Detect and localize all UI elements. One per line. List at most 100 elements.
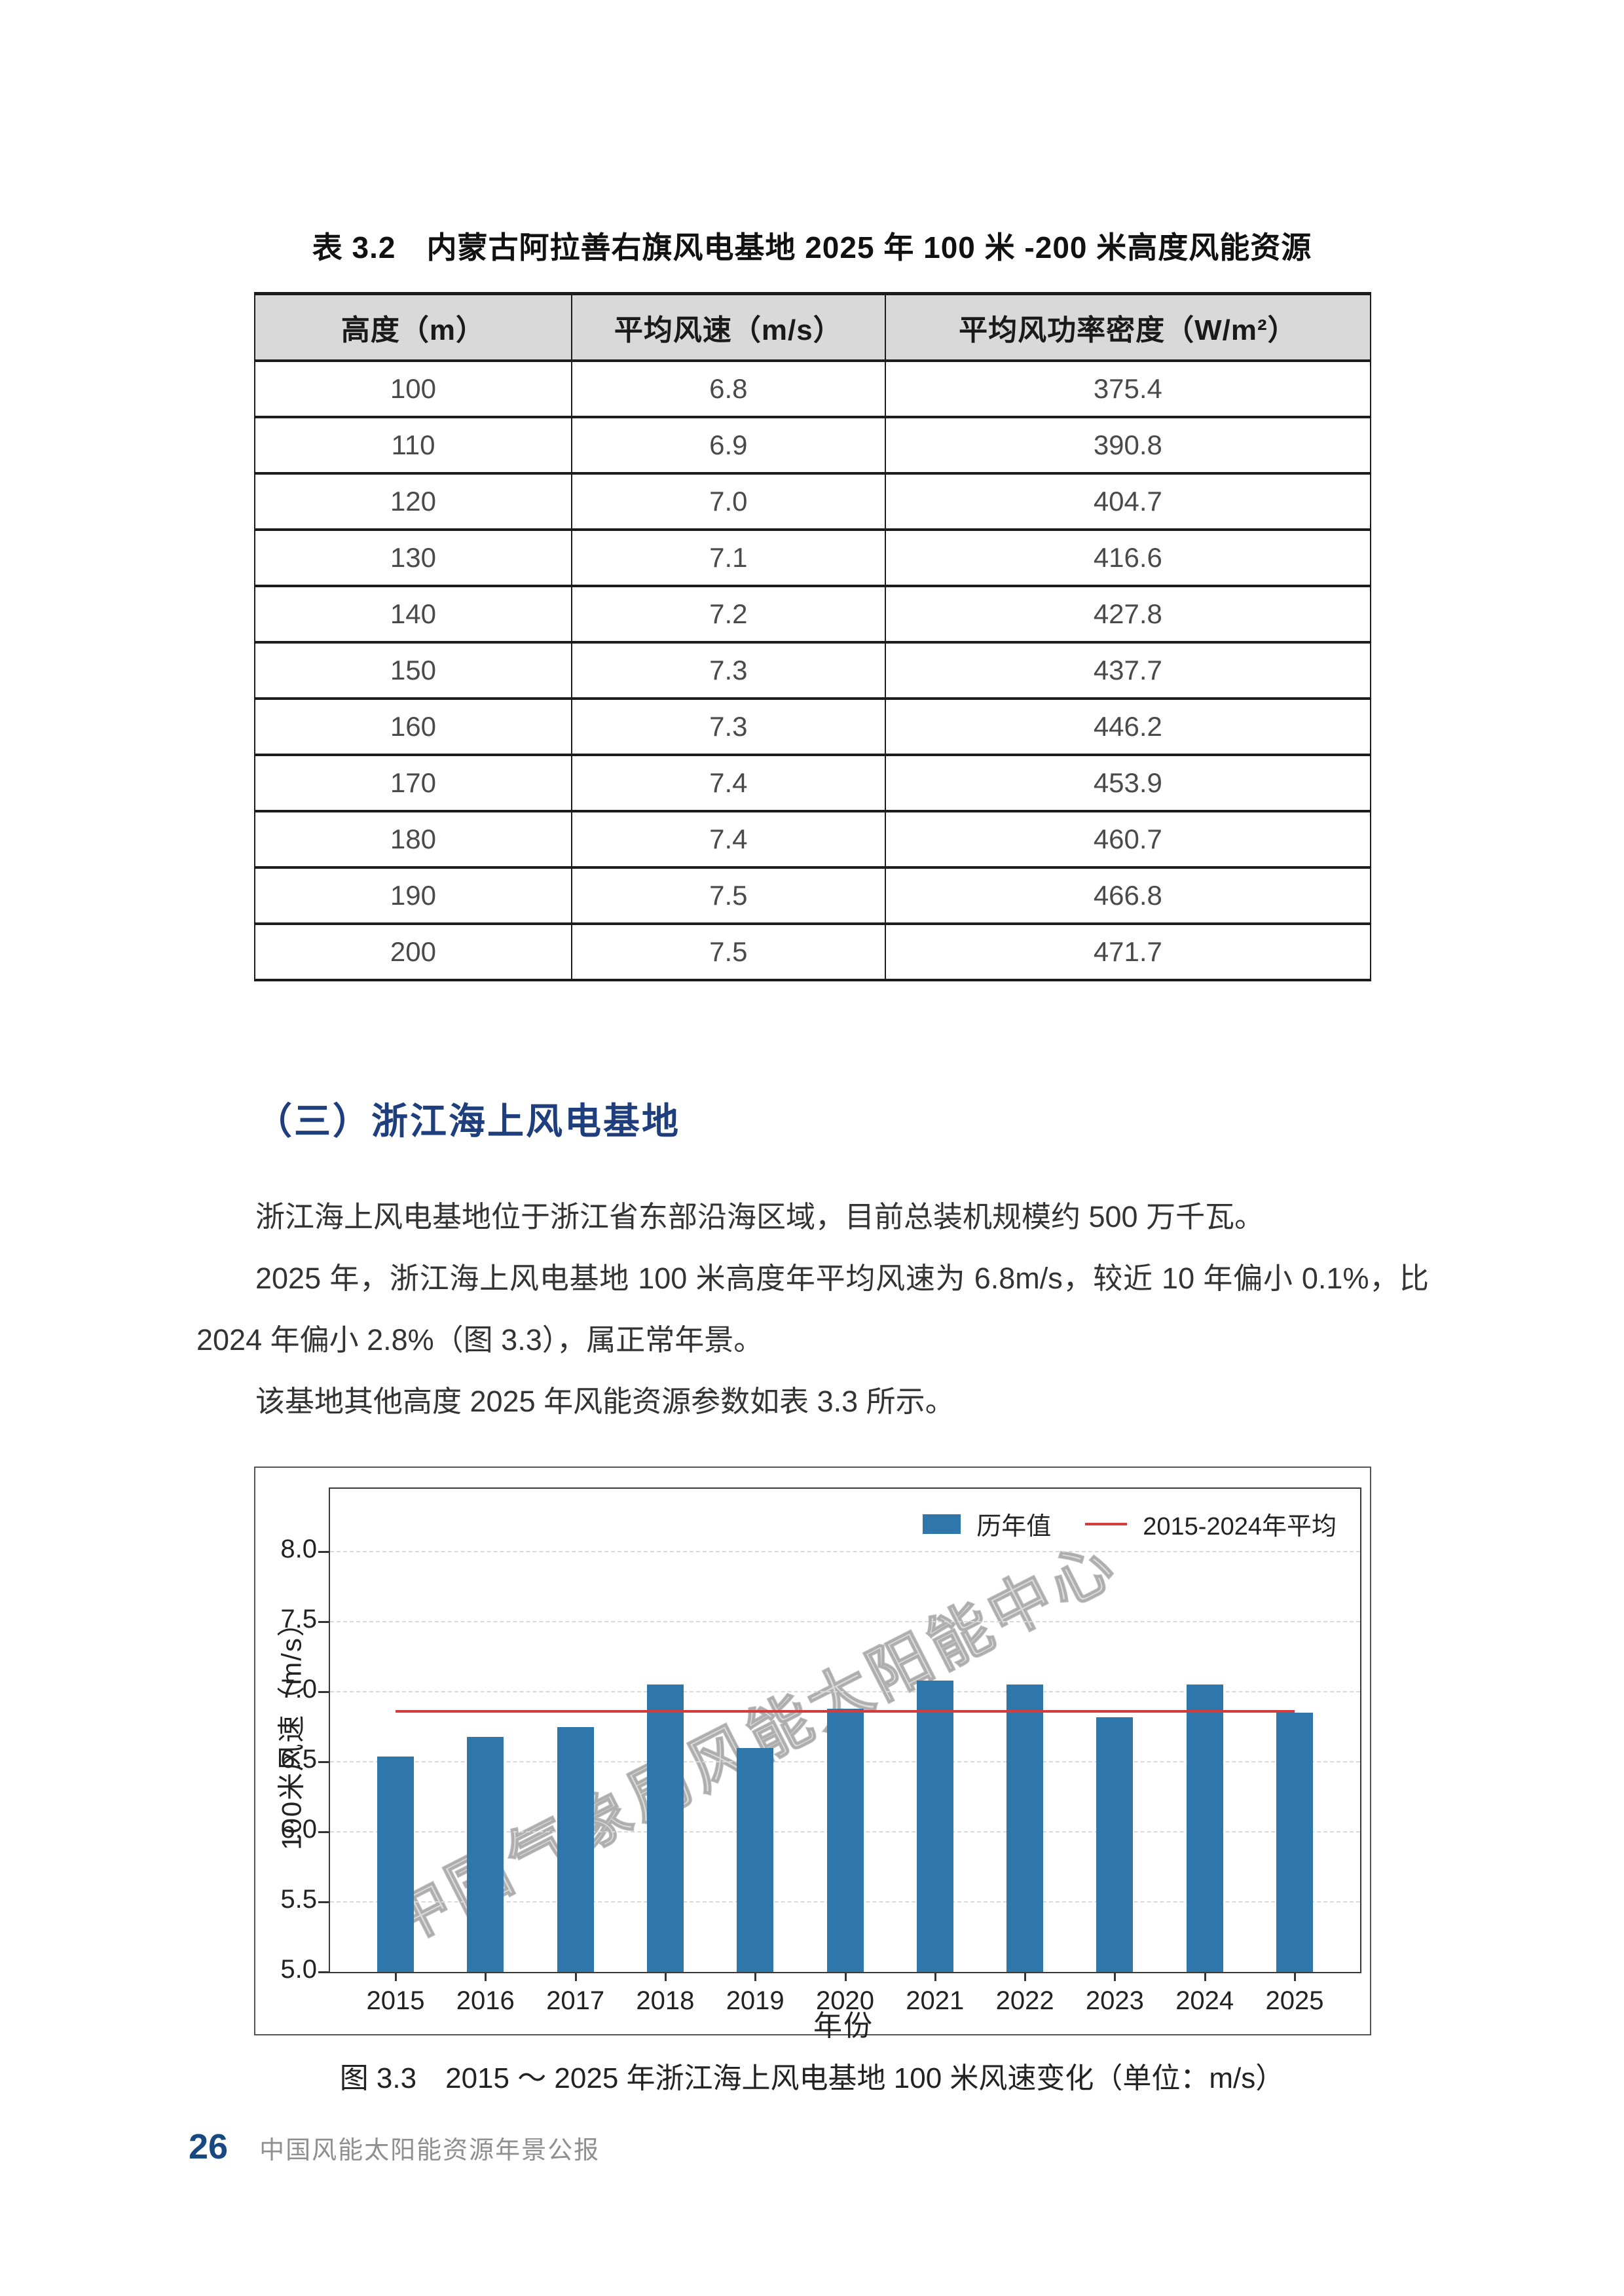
xtick-label-2024: 2024 bbox=[1175, 1986, 1234, 2015]
ytick-label-5.0: 5.0 bbox=[280, 1955, 317, 1984]
table-cell: 7.1 bbox=[570, 528, 886, 587]
wind-speed-chart: 100米风速（m/s） 年份 历年值 2015-2024年平均 中国气象局风能太… bbox=[254, 1467, 1371, 2042]
ytick-label-6.0: 6.0 bbox=[280, 1815, 317, 1844]
table-cell: 471.7 bbox=[884, 922, 1372, 981]
table-row: 160 7.3 446.2 bbox=[254, 697, 1372, 756]
legend-item-mean: 2015-2024年平均 bbox=[1085, 1506, 1337, 1542]
table-cell: 7.2 bbox=[570, 585, 886, 644]
table-row: 100 6.8 375.4 bbox=[254, 359, 1372, 418]
legend-item-bars: 历年值 bbox=[923, 1506, 1051, 1542]
xtick-label-2018: 2018 bbox=[636, 1986, 695, 2015]
table-cell: 200 bbox=[254, 922, 572, 981]
table-row: 170 7.4 453.9 bbox=[254, 754, 1372, 812]
gridline-7.5 bbox=[330, 1621, 1360, 1623]
table-row: 120 7.0 404.7 bbox=[254, 472, 1372, 531]
ytick-mark bbox=[318, 1691, 329, 1694]
xtick-label-2019: 2019 bbox=[726, 1986, 784, 2015]
xtick-mark bbox=[1204, 1973, 1206, 1981]
section-heading: （三）浙江海上风电基地 bbox=[255, 1101, 680, 1142]
legend-bar-label: 历年值 bbox=[976, 1513, 1052, 1540]
table-cell: 375.4 bbox=[884, 359, 1372, 418]
xtick-label-2021: 2021 bbox=[906, 1986, 965, 2015]
table-cell: 140 bbox=[254, 585, 572, 644]
xtick-label-2020: 2020 bbox=[816, 1986, 874, 2015]
column-header-1: 平均风速（m/s） bbox=[570, 292, 886, 362]
mean-line bbox=[396, 1710, 1295, 1713]
bar-2016 bbox=[467, 1736, 504, 1972]
footer-report-title: 中国风能太阳能资源年景公报 bbox=[259, 2137, 600, 2164]
table-cell: 7.4 bbox=[570, 810, 886, 869]
xtick-label-2017: 2017 bbox=[546, 1986, 605, 2015]
chart-legend: 历年值 2015-2024年平均 bbox=[923, 1506, 1337, 1542]
column-header-0: 高度（m） bbox=[254, 292, 572, 362]
xtick-mark bbox=[1024, 1973, 1027, 1981]
xtick-label-2016: 2016 bbox=[456, 1986, 515, 2015]
table-cell: 7.3 bbox=[570, 697, 886, 756]
ytick-mark bbox=[318, 1831, 329, 1834]
table-cell: 7.5 bbox=[570, 922, 886, 981]
table-cell: 7.0 bbox=[570, 472, 886, 531]
table-cell: 6.9 bbox=[570, 416, 886, 475]
legend-bar-swatch bbox=[923, 1514, 961, 1534]
xtick-mark bbox=[844, 1973, 847, 1981]
table-cell: 453.9 bbox=[884, 754, 1372, 812]
table-cell: 404.7 bbox=[884, 472, 1372, 531]
bar-2015 bbox=[377, 1756, 414, 1972]
ytick-label-5.5: 5.5 bbox=[280, 1885, 317, 1914]
wind-table-head-row: 高度（m） 平均风速（m/s） 平均风功率密度（W/m²） bbox=[254, 292, 1372, 362]
ytick-label-8.0: 8.0 bbox=[280, 1535, 317, 1564]
gridline-8.0 bbox=[330, 1551, 1360, 1553]
xtick-label-2022: 2022 bbox=[995, 1986, 1054, 2015]
xtick-label-2015: 2015 bbox=[366, 1986, 425, 2015]
body-text: 浙江海上风电基地位于浙江省东部沿海区域，目前总装机规模约 500 万千瓦。 20… bbox=[196, 1186, 1429, 1432]
table-row: 190 7.5 466.8 bbox=[254, 866, 1372, 925]
table-cell: 416.6 bbox=[884, 528, 1372, 587]
xtick-mark bbox=[485, 1973, 487, 1981]
xtick-mark bbox=[754, 1973, 757, 1981]
paragraph-3: 该基地其他高度 2025 年风能资源参数如表 3.3 所示。 bbox=[255, 1385, 955, 1418]
table-cell: 180 bbox=[254, 810, 572, 869]
table-cell: 7.5 bbox=[570, 866, 886, 925]
table-cell: 150 bbox=[254, 641, 572, 700]
table-cell: 7.3 bbox=[570, 641, 886, 700]
table-cell: 390.8 bbox=[884, 416, 1372, 475]
bar-2024 bbox=[1186, 1685, 1223, 1972]
ytick-mark bbox=[318, 1551, 329, 1554]
bar-2018 bbox=[646, 1685, 684, 1972]
page-number: 26 bbox=[189, 2127, 229, 2166]
table-row: 180 7.4 460.7 bbox=[254, 810, 1372, 869]
bar-2021 bbox=[916, 1681, 953, 1972]
xtick-label-2023: 2023 bbox=[1085, 1986, 1144, 2015]
wind-resource-table: 高度（m） 平均风速（m/s） 平均风功率密度（W/m²） 100 6.8 375.4 1… bbox=[254, 292, 1372, 981]
table-caption: 表 3.2 内蒙古阿拉善右旗风电基地 2025 年 100 米 -200 米高度… bbox=[312, 230, 1312, 264]
bar-2017 bbox=[557, 1726, 594, 1972]
legend-mean-label: 2015-2024年平均 bbox=[1143, 1513, 1337, 1540]
ytick-label-7.0: 7.0 bbox=[280, 1675, 317, 1704]
table-row: 140 7.2 427.8 bbox=[254, 585, 1372, 644]
page-footer: 26 中国风能太阳能资源年景公报 bbox=[189, 2126, 600, 2167]
chart-plot: 历年值 2015-2024年平均 中国气象局风能太阳能中心 5.0 5.5 6.0 6… bbox=[280, 1487, 1361, 2015]
xtick-mark bbox=[934, 1973, 936, 1981]
bar-2023 bbox=[1096, 1717, 1134, 1972]
table-cell: 110 bbox=[254, 416, 572, 475]
paragraph-2: 2025 年，浙江海上风电基地 100 米高度年平均风速为 6.8m/s，较近 … bbox=[196, 1262, 1429, 1357]
ytick-mark bbox=[318, 1901, 329, 1904]
bar-2020 bbox=[826, 1708, 864, 1972]
table-cell: 6.8 bbox=[570, 359, 886, 418]
ytick-label-7.5: 7.5 bbox=[280, 1605, 317, 1634]
ytick-mark bbox=[318, 1971, 329, 1973]
xtick-label-2025: 2025 bbox=[1265, 1986, 1324, 2015]
wind-table-body: 100 6.8 375.4 110 6.9 390.8 120 7.0 404.7 130 7.1 4… bbox=[254, 359, 1372, 981]
ytick-mark bbox=[318, 1761, 329, 1764]
ytick-mark bbox=[318, 1621, 329, 1624]
table-cell: 437.7 bbox=[884, 641, 1372, 700]
table-cell: 466.8 bbox=[884, 866, 1372, 925]
table-cell: 170 bbox=[254, 754, 572, 812]
bar-2019 bbox=[737, 1747, 774, 1972]
table-cell: 130 bbox=[254, 528, 572, 587]
ytick-label-6.5: 6.5 bbox=[280, 1745, 317, 1774]
xtick-mark bbox=[1294, 1973, 1296, 1981]
table-cell: 120 bbox=[254, 472, 572, 531]
table-cell: 160 bbox=[254, 697, 572, 756]
